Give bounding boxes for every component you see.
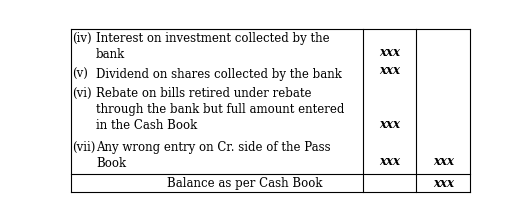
Text: Interest on investment collected by the
bank: Interest on investment collected by the … — [96, 32, 330, 61]
Text: xxx: xxx — [433, 177, 454, 190]
Text: xxx: xxx — [379, 64, 400, 77]
Text: Dividend on shares collected by the bank: Dividend on shares collected by the bank — [96, 68, 342, 81]
Text: Any wrong entry on Cr. side of the Pass
Book: Any wrong entry on Cr. side of the Pass … — [96, 141, 331, 170]
Text: xxx: xxx — [379, 155, 400, 168]
Text: (vi): (vi) — [72, 87, 91, 100]
Text: xxx: xxx — [379, 118, 400, 131]
Text: (iv): (iv) — [72, 32, 91, 45]
Text: (v): (v) — [72, 68, 88, 81]
Text: xxx: xxx — [379, 46, 400, 59]
Text: (vii): (vii) — [72, 141, 95, 154]
Text: Rebate on bills retired under rebate
through the bank but full amount entered
in: Rebate on bills retired under rebate thr… — [96, 87, 344, 132]
Text: xxx: xxx — [433, 155, 454, 168]
Text: Balance as per Cash Book: Balance as per Cash Book — [167, 177, 323, 190]
